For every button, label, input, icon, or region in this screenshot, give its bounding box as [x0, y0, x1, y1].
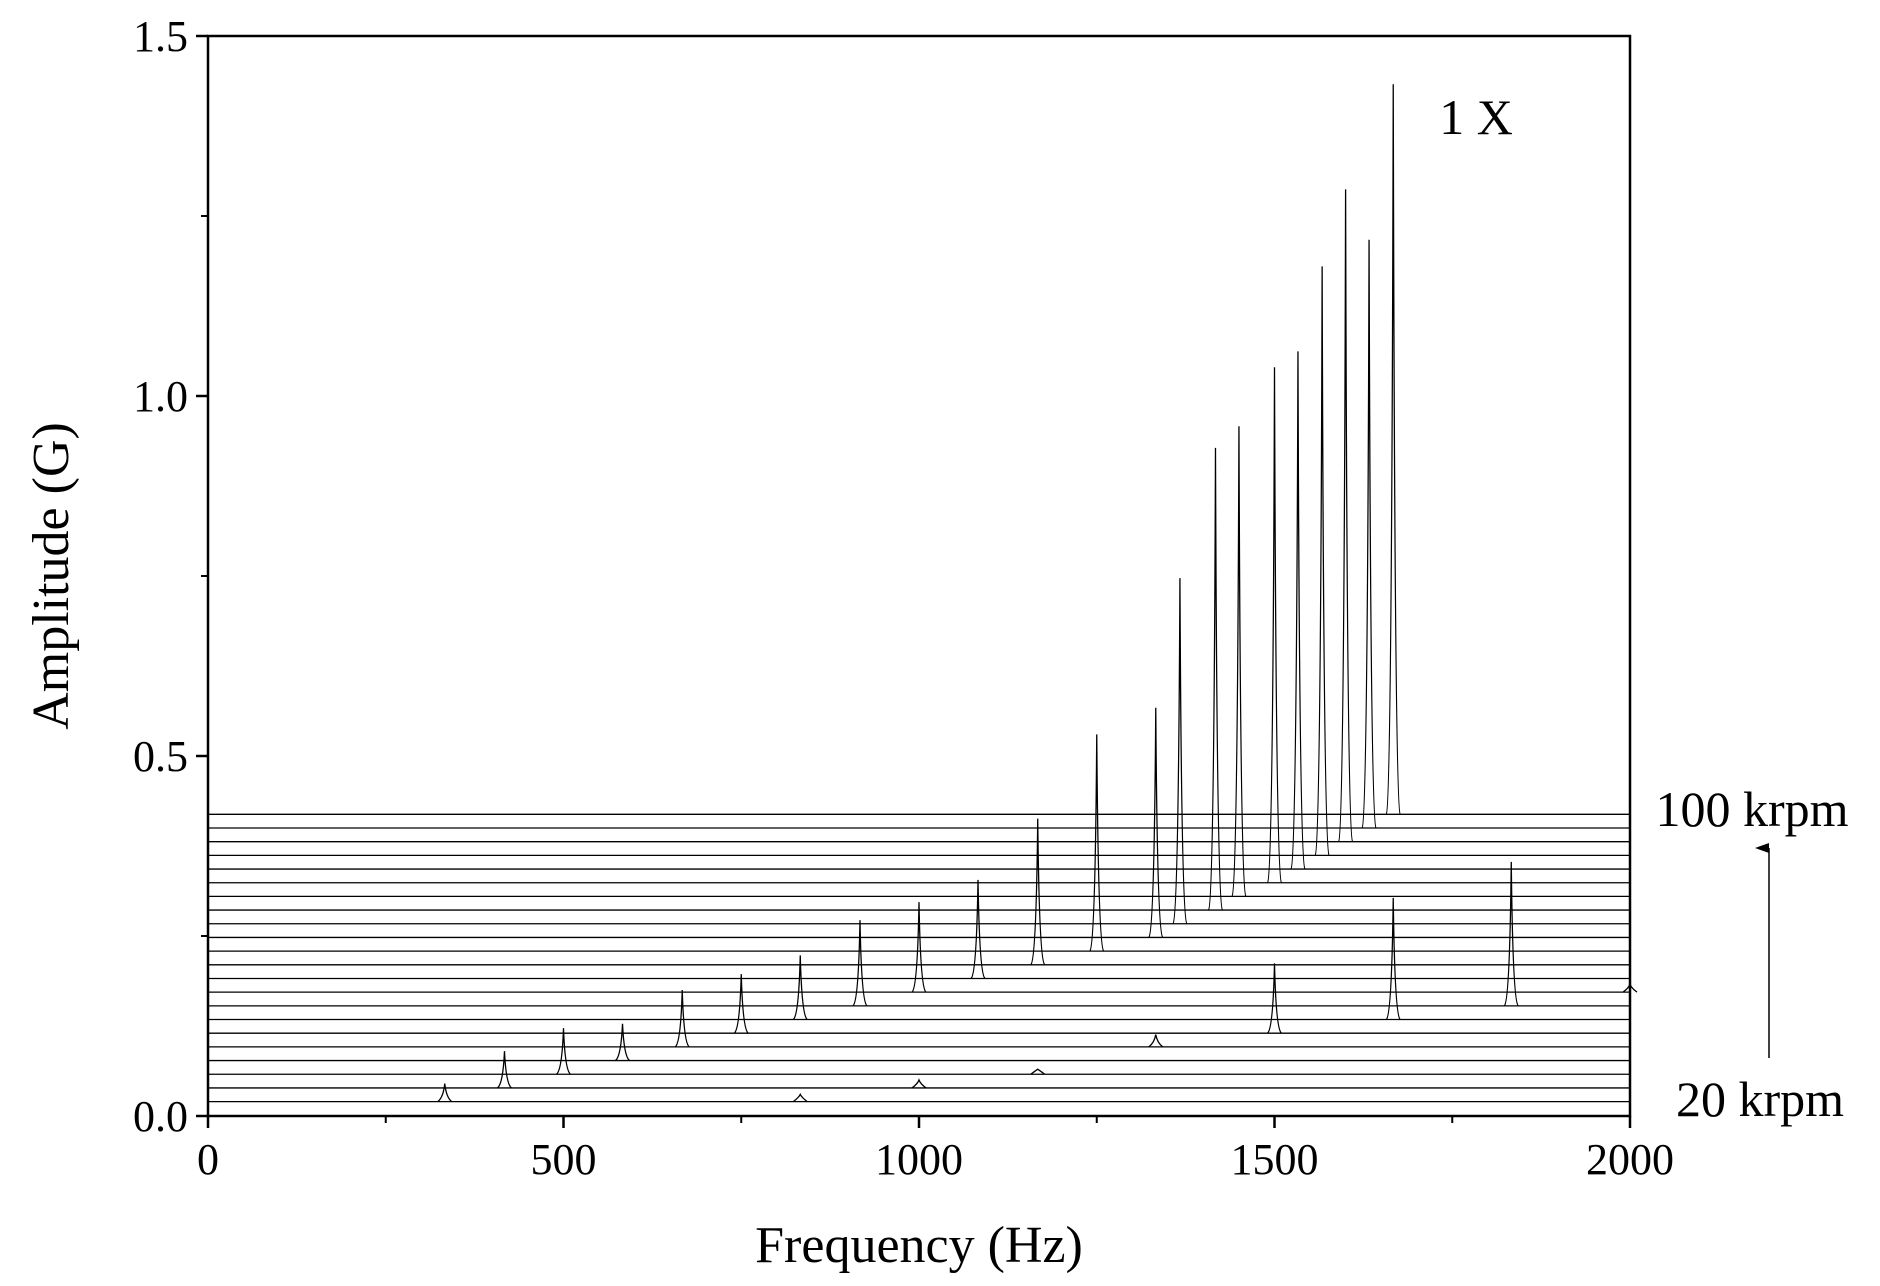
spectral-peak [437, 1083, 453, 1103]
annotation: 1 X [1439, 89, 1513, 145]
spectral-peak [1030, 818, 1046, 966]
spectral-peak [1385, 897, 1401, 1021]
x-tick-label: 1000 [875, 1135, 963, 1184]
spectral-peak [1030, 1068, 1046, 1075]
spectral-peak [1337, 189, 1354, 843]
y-axis-title: Amplitude (G) [23, 422, 80, 730]
y-tick-label: 0.0 [133, 1092, 188, 1141]
spectral-peak [1622, 982, 1638, 993]
spectral-peak [911, 1078, 927, 1089]
spectral-peak [1089, 734, 1105, 952]
spectral-peak [1148, 707, 1164, 938]
y-tick-label: 1.0 [133, 372, 188, 421]
annotation: 20 krpm [1676, 1071, 1844, 1127]
spectral-peak [733, 974, 749, 1034]
spectral-peak [792, 955, 808, 1021]
spectral-peak [497, 1051, 512, 1089]
spectral-peak [1361, 239, 1377, 829]
spectral-peak [792, 1092, 808, 1103]
x-tick-label: 1500 [1231, 1135, 1319, 1184]
spectral-peak [1503, 861, 1519, 1007]
plot-frame [206, 34, 1632, 1118]
x-tick-label: 500 [531, 1135, 597, 1184]
y-tick-label: 1.5 [133, 12, 188, 61]
spectral-peak [1314, 266, 1330, 856]
spectral-peak [970, 879, 986, 980]
spectral-peak [1207, 447, 1224, 911]
x-axis-title: Frequency (Hz) [755, 1217, 1083, 1274]
y-tick-label: 0.5 [133, 732, 188, 781]
spectral-peak [1385, 84, 1401, 815]
spectral-peak [1148, 1034, 1164, 1048]
spectral-peak [1266, 963, 1283, 1034]
spectral-peak [556, 1028, 571, 1075]
spectral-peak [1231, 426, 1247, 897]
spectral-peak [1266, 367, 1283, 884]
spectral-peak [1172, 578, 1188, 925]
x-tick-label: 0 [197, 1135, 219, 1184]
spectral-peak [911, 902, 927, 993]
x-tick-label: 2000 [1586, 1135, 1674, 1184]
spectral-peak [852, 920, 868, 1007]
spectral-peak [1290, 351, 1306, 870]
spectral-peak [615, 1023, 630, 1062]
annotation: 100 krpm [1655, 781, 1848, 837]
spectral-peak [674, 989, 690, 1048]
